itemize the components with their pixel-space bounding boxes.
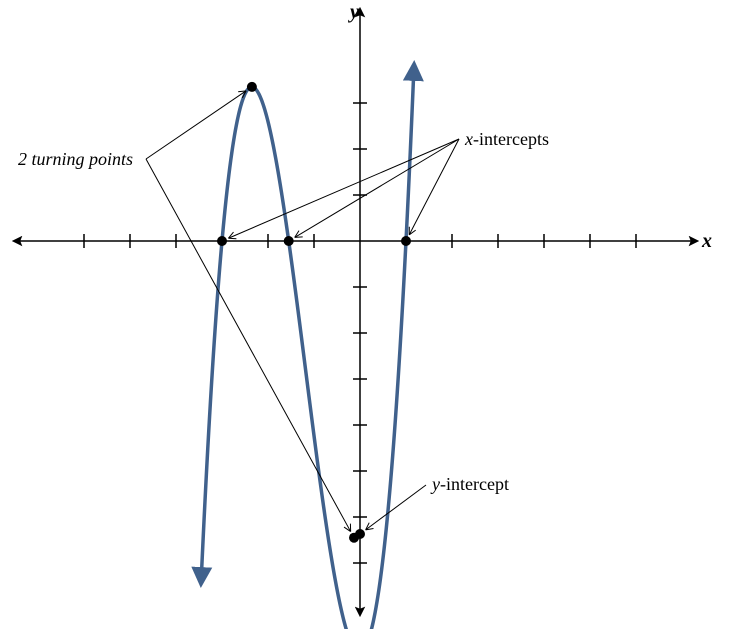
y-axis-label: y: [348, 1, 359, 23]
turning-points-label: 2 turning points: [18, 149, 133, 169]
turning-point-max: [247, 82, 257, 92]
cubic-function-chart: x y 2 turning points x-intercepts y-intercep…: [0, 0, 731, 629]
labels: x y 2 turning points x-intercepts y-intercep…: [18, 1, 712, 494]
y-intercept-label: y-intercept: [430, 474, 509, 494]
polynomial-curve: [201, 70, 414, 629]
key-points: [217, 82, 411, 543]
y-intercept: [355, 529, 365, 539]
chart-svg: x y 2 turning points x-intercepts y-intercep…: [0, 0, 731, 629]
x-axis-label: x: [701, 230, 712, 252]
x-intercept-right: [401, 236, 411, 246]
x-intercepts-label: x-intercepts: [464, 129, 549, 149]
x-intercept-mid: [284, 236, 294, 246]
x-intercept-left: [217, 236, 227, 246]
axes: [15, 10, 696, 614]
annotations: [146, 91, 459, 532]
